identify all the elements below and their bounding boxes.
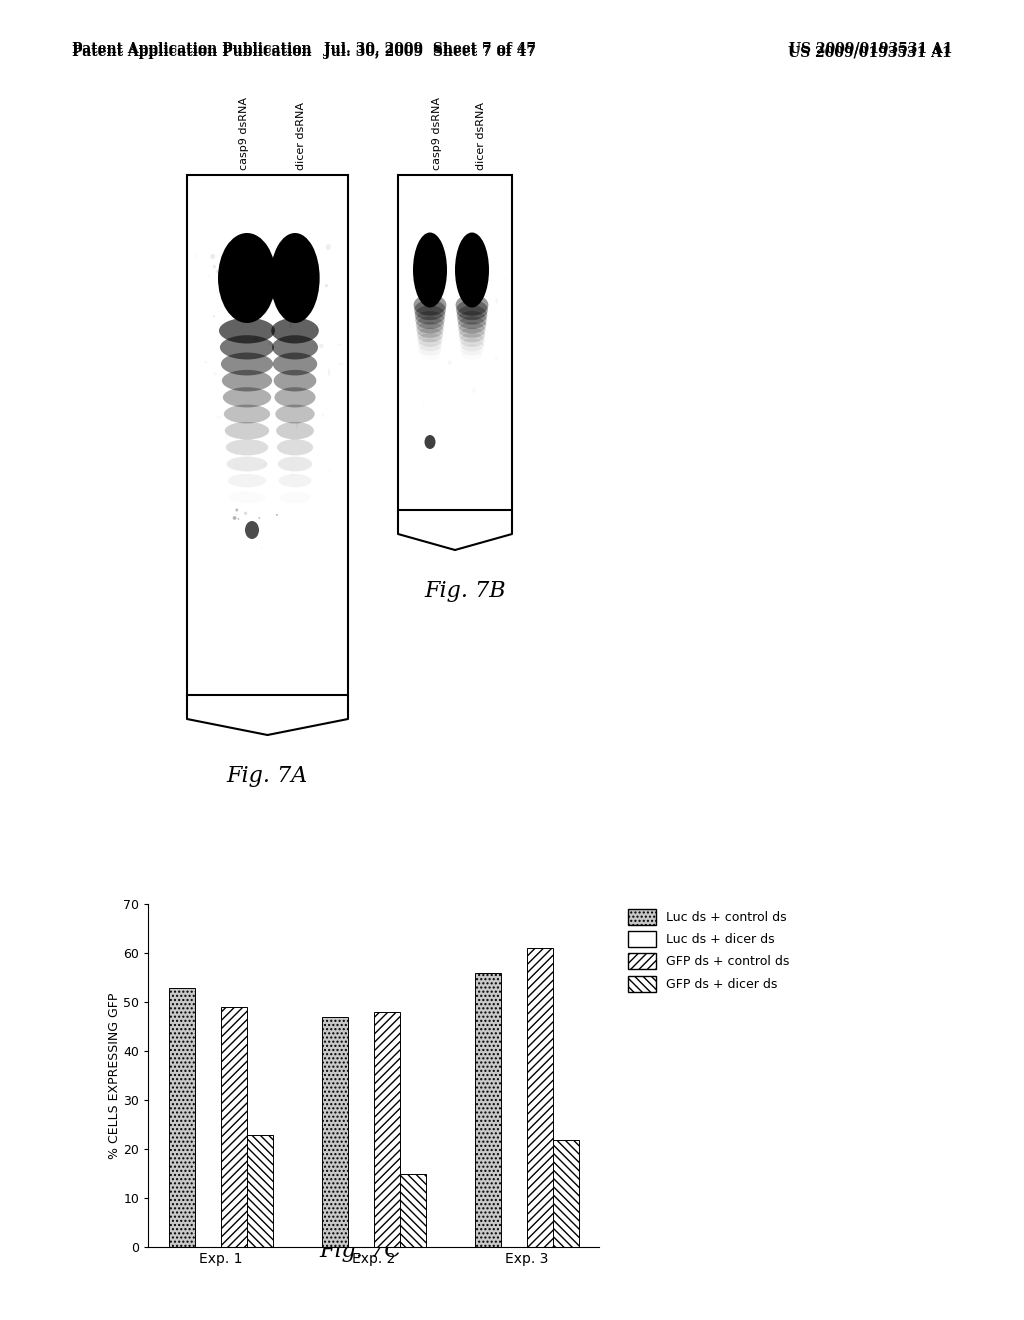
Ellipse shape (245, 521, 259, 539)
Ellipse shape (268, 342, 273, 346)
Ellipse shape (273, 264, 278, 269)
Ellipse shape (253, 337, 257, 341)
Ellipse shape (459, 322, 485, 338)
Ellipse shape (458, 317, 486, 334)
Ellipse shape (416, 312, 444, 329)
Text: US 2009/0193531 A1: US 2009/0193531 A1 (788, 42, 952, 55)
Ellipse shape (460, 339, 484, 351)
Bar (169, 987, 195, 1247)
Bar (374, 1012, 399, 1247)
Ellipse shape (222, 370, 272, 392)
Text: Jul. 30, 2009  Sheet 7 of 47: Jul. 30, 2009 Sheet 7 of 47 (324, 42, 537, 55)
Ellipse shape (275, 404, 314, 424)
Ellipse shape (272, 352, 317, 375)
Ellipse shape (456, 300, 487, 321)
Ellipse shape (425, 436, 435, 449)
Ellipse shape (455, 232, 489, 308)
Text: casp9 dsRNA: casp9 dsRNA (432, 96, 442, 170)
Bar (247, 1135, 272, 1247)
Ellipse shape (270, 234, 319, 323)
Text: US 2009/0193531 A1: US 2009/0193531 A1 (788, 45, 952, 59)
Ellipse shape (316, 326, 318, 331)
Ellipse shape (273, 370, 316, 392)
Ellipse shape (224, 404, 270, 424)
Ellipse shape (429, 290, 431, 296)
Text: Patent Application Publication: Patent Application Publication (72, 42, 311, 55)
Ellipse shape (417, 327, 443, 342)
Ellipse shape (246, 268, 250, 275)
Ellipse shape (236, 508, 239, 512)
Ellipse shape (303, 251, 306, 255)
Bar (398, 176, 512, 510)
Ellipse shape (413, 232, 447, 308)
Ellipse shape (484, 322, 487, 325)
Ellipse shape (244, 512, 247, 515)
Ellipse shape (221, 352, 273, 375)
Ellipse shape (275, 513, 278, 516)
Ellipse shape (219, 318, 275, 343)
Ellipse shape (274, 387, 315, 408)
Ellipse shape (278, 457, 312, 471)
Ellipse shape (418, 333, 442, 347)
Ellipse shape (256, 312, 260, 314)
Ellipse shape (232, 516, 237, 520)
Ellipse shape (220, 335, 274, 359)
Ellipse shape (210, 253, 215, 259)
Y-axis label: % CELLS EXPRESSING GFP: % CELLS EXPRESSING GFP (108, 993, 121, 1159)
Ellipse shape (238, 519, 240, 520)
Text: Patent Application Publication: Patent Application Publication (72, 45, 311, 59)
Ellipse shape (223, 387, 271, 408)
Text: Fig. 7B: Fig. 7B (424, 579, 506, 602)
Ellipse shape (276, 440, 313, 455)
Text: dicer dsRNA: dicer dsRNA (475, 102, 485, 170)
Ellipse shape (418, 339, 442, 351)
Bar (399, 1173, 426, 1247)
Ellipse shape (216, 269, 220, 273)
Ellipse shape (218, 234, 276, 323)
Ellipse shape (225, 440, 268, 455)
Text: Fig. 7A: Fig. 7A (226, 766, 308, 787)
Text: Fig. 7C: Fig. 7C (318, 1239, 401, 1262)
Ellipse shape (272, 335, 318, 359)
Bar (475, 973, 501, 1247)
Ellipse shape (213, 265, 216, 268)
Ellipse shape (456, 294, 488, 315)
Ellipse shape (259, 314, 262, 318)
Ellipse shape (289, 322, 293, 329)
Legend: Luc ds + control ds, Luc ds + dicer ds, GFP ds + control ds, GFP ds + dicer ds: Luc ds + control ds, Luc ds + dicer ds, … (624, 904, 795, 997)
Ellipse shape (416, 317, 444, 334)
Text: casp9 dsRNA: casp9 dsRNA (239, 96, 249, 170)
Ellipse shape (442, 292, 443, 294)
Ellipse shape (326, 244, 331, 251)
Bar (322, 1016, 348, 1247)
Ellipse shape (482, 343, 483, 346)
Ellipse shape (258, 517, 260, 519)
Ellipse shape (271, 318, 318, 343)
Ellipse shape (415, 305, 445, 325)
Ellipse shape (226, 457, 267, 471)
Bar (187, 176, 348, 696)
Ellipse shape (224, 422, 269, 440)
Ellipse shape (304, 319, 305, 321)
Ellipse shape (289, 296, 292, 298)
Ellipse shape (414, 294, 446, 315)
Ellipse shape (457, 305, 487, 325)
Ellipse shape (213, 315, 215, 317)
Text: dicer dsRNA: dicer dsRNA (297, 102, 306, 170)
Bar (221, 1007, 247, 1247)
Ellipse shape (276, 422, 314, 440)
Ellipse shape (460, 333, 484, 347)
Bar (526, 948, 553, 1247)
Ellipse shape (458, 312, 486, 329)
Ellipse shape (319, 345, 324, 348)
Ellipse shape (246, 313, 251, 315)
Ellipse shape (414, 300, 445, 321)
Ellipse shape (459, 327, 485, 342)
Text: Jul. 30, 2009  Sheet 7 of 47: Jul. 30, 2009 Sheet 7 of 47 (324, 45, 536, 59)
Bar (553, 1139, 579, 1247)
Ellipse shape (325, 284, 329, 288)
Ellipse shape (417, 322, 443, 338)
